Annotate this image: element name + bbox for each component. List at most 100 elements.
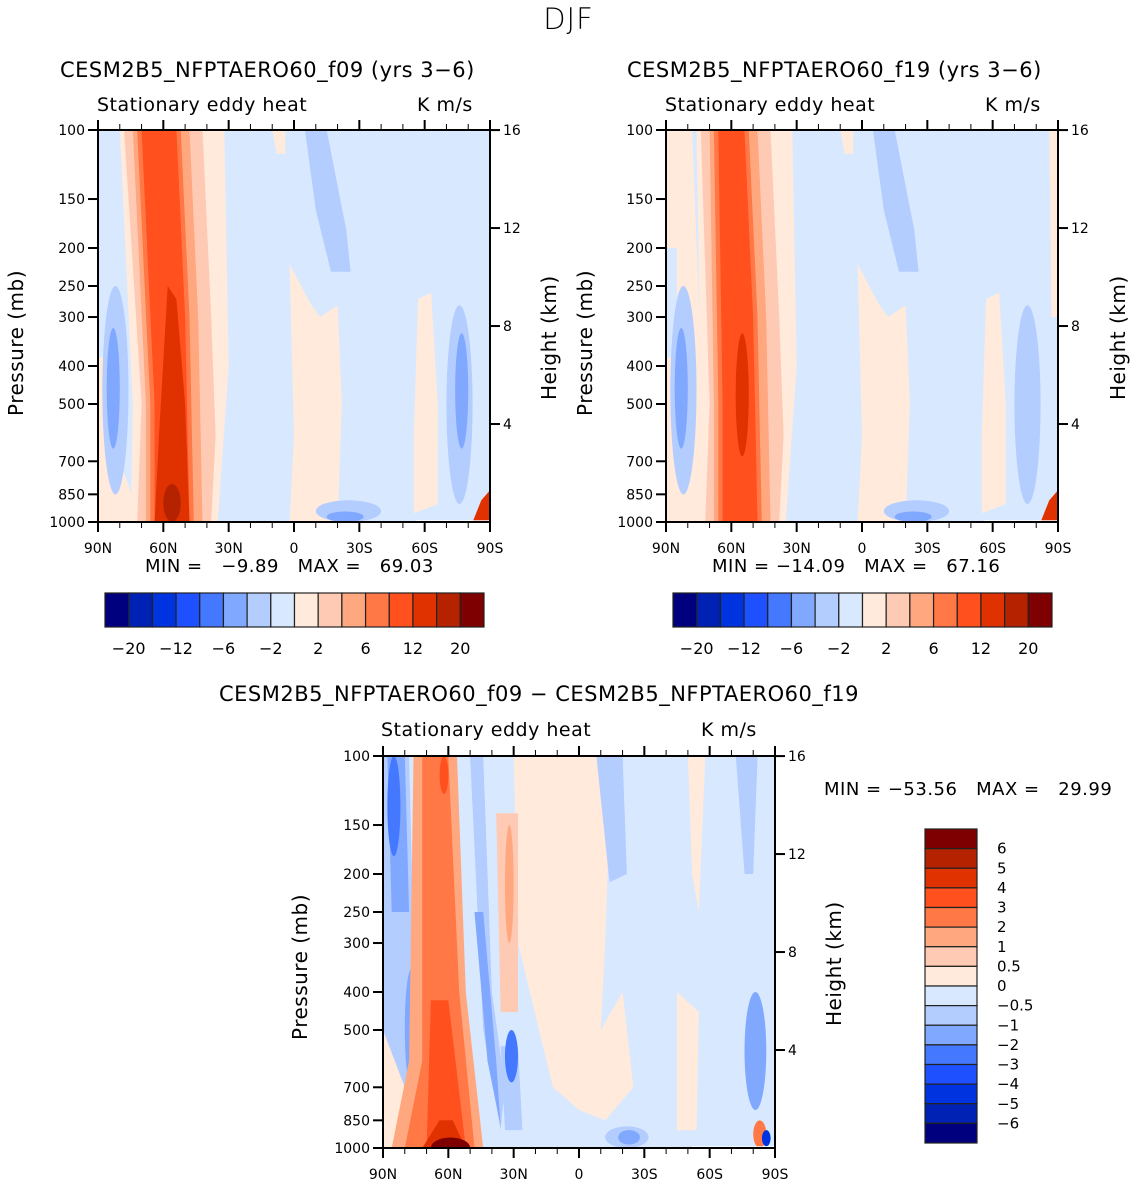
contour-neg-0.5 [596,756,627,883]
panel-f19-title: CESM2B5_NFPTAERO60_f19 (yrs 3−6) [627,58,1042,82]
x-tick-label: 60S [696,1167,723,1183]
colorbar-tick-label: 3 [997,899,1007,917]
panel-1-field [666,130,1058,522]
y2-tick-label: 8 [1071,319,1080,335]
x-tick-label: 0 [290,541,299,557]
colorbar-swatch [814,592,840,628]
panel-f19-minmax: MIN = −14.09 MAX = 67.16 [712,556,1001,577]
y-tick-label: 250 [58,279,85,295]
colorbar-swatch [341,592,367,628]
colorbar-tick-label: −0.5 [997,997,1033,1015]
contour-neg-4 [894,511,932,522]
x-tick-label: 90S [1045,541,1072,557]
contour-neg-0.5 [735,756,758,874]
x-tick-label: 90S [762,1167,789,1183]
y-tick-label: 200 [58,241,85,257]
y2-tick-label: 16 [788,749,806,765]
panel-diff-minmax: MIN = −53.56 MAX = 29.99 [824,779,1113,800]
x-tick-label: 0 [575,1167,584,1183]
x-tick-label: 30S [914,541,941,557]
panel-f09-title: CESM2B5_NFPTAERO60_f09 (yrs 3−6) [60,58,475,82]
panel-diff-y2label: Height (km) [822,901,846,1026]
panel-diff-left-label: Stationary eddy heat [381,719,592,741]
y-tick-label: 100 [626,123,653,139]
colorbar-swatch [924,985,978,1007]
contour-pos-0 [857,264,910,522]
colorbar-swatch [412,592,438,628]
contour-neg-1 [618,1130,640,1145]
colorbar-tick-label: −6 [212,639,236,658]
y-tick-label: 400 [626,359,653,375]
x-tick-label: 30S [346,541,373,557]
colorbar-tick-label: −3 [997,1056,1019,1074]
x-tick-label: 30S [631,1167,658,1183]
colorbar-swatch [980,592,1006,628]
colorbar-tick-label: −6 [780,639,804,658]
colorbar-swatch [128,592,153,628]
x-tick-label: 90N [369,1167,397,1183]
colorbar-swatch [1027,592,1053,628]
colorbar-swatch [924,867,978,889]
colorbar-tick-label: −4 [997,1075,1019,1093]
colorbar-tick-label: −12 [727,639,761,658]
contour-pos-3 [439,756,449,794]
colorbar-tick-label: 20 [1018,639,1038,658]
panel-f09-units: K m/s [417,94,473,116]
colorbar-swatch [924,1044,978,1066]
y2-tick-label: 12 [788,847,806,863]
colorbar-tick-label: 12 [971,639,991,658]
colorbar-tick-label: −2 [827,639,851,658]
colorbar-swatch [388,592,414,628]
y-tick-label: 300 [343,936,370,952]
colorbar-tick-label: −2 [259,639,283,658]
contour-neg-2 [1014,305,1041,505]
panel-2-field [383,756,775,1148]
colorbar-tick-label: 2 [997,918,1007,936]
x-tick-label: 60N [149,541,177,557]
colorbar-swatch [459,592,485,628]
colorbar-tick-label: −20 [112,639,146,658]
contour-pos-12 [735,333,749,457]
y-tick-label: 200 [626,241,653,257]
colorbar-swatch [790,592,816,628]
y-tick-label: 400 [343,985,370,1001]
colorbar-swatch [151,592,177,628]
colorbar-tick-label: 20 [450,639,470,658]
y-tick-label: 200 [343,867,370,883]
colorbar-swatch [293,592,319,628]
colorbar-swatch [924,1083,978,1105]
y-tick-label: 700 [626,454,653,470]
colorbar-tick-label: 0 [997,977,1007,995]
panel-f19-units: K m/s [985,94,1041,116]
colorbar-swatch [924,1103,978,1124]
colorbar-swatch [909,592,935,628]
contour-pos-12 [1040,490,1058,522]
contour-pos-0.5 [687,756,706,912]
colorbar-tick-label: 6 [360,639,370,658]
panel-f19-left-label: Stationary eddy heat [665,94,876,116]
contour-pos-12 [154,286,190,522]
x-tick-label: 90N [84,541,112,557]
colorbar-swatch [104,592,130,628]
y-tick-label: 500 [343,1023,370,1039]
colorbar-swatch [436,592,461,628]
colorbar-swatch [175,592,201,628]
contour-pos-0 [413,292,438,514]
colorbar-swatch [924,1005,978,1026]
colorbar-swatch [861,592,887,628]
contour-neg-2 [872,130,919,272]
colorbar-swatch [767,592,793,628]
colorbar-tick-label: 6 [928,639,938,658]
x-tick-label: 30N [783,541,811,557]
contour-pos-0.5 [677,992,699,1131]
colorbar-swatch [924,906,978,928]
colorbar-swatch [696,592,721,628]
y-tick-label: 500 [626,397,653,413]
colorbar-tick-label: 6 [997,840,1007,858]
colorbar-swatch [719,592,745,628]
colorbar-0: −20 −12 −6 −2 2 6 12 20 [104,592,485,658]
x-tick-label: 90S [477,541,504,557]
colorbar-1: −20 −12 −6 −2 2 6 12 20 [672,592,1053,658]
contour-pos-0 [840,130,854,154]
colorbar-swatch [838,592,864,628]
